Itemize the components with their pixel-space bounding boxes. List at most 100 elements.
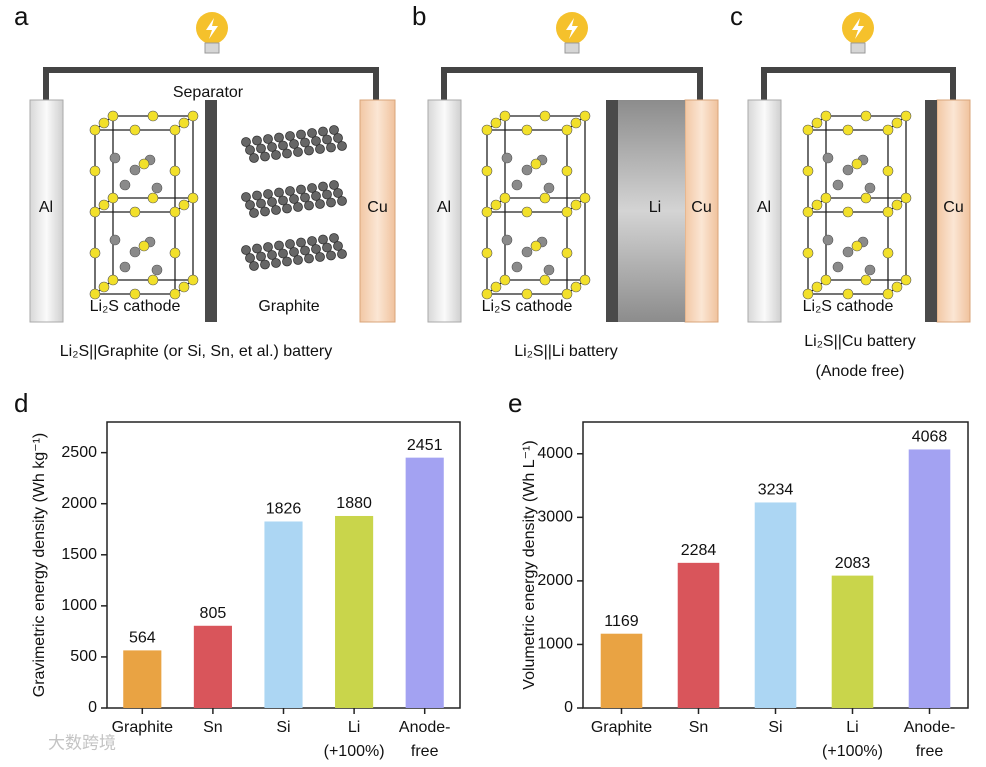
- atom: [481, 165, 493, 177]
- separator: [925, 100, 937, 322]
- carbon-atom: [282, 256, 292, 267]
- atom: [530, 158, 542, 170]
- y-tick-label: 500: [70, 648, 97, 665]
- atom: [89, 124, 101, 136]
- carbon-atom: [300, 245, 310, 256]
- carbon-atom: [245, 145, 255, 155]
- carbon-atom: [241, 245, 251, 255]
- y-tick-label: 1000: [537, 636, 573, 653]
- y-tick-label: 2000: [61, 495, 97, 512]
- y-axis-label: Gravimetric energy density (Wh kg⁻¹): [31, 433, 48, 698]
- panel-letter: c: [730, 1, 743, 31]
- atom: [882, 124, 894, 136]
- atom: [151, 264, 163, 276]
- atom: [178, 199, 190, 211]
- atom: [561, 165, 573, 177]
- x-tick-label: Graphite: [591, 719, 652, 736]
- carbon-atom: [326, 250, 336, 261]
- carbon-atom: [329, 233, 339, 243]
- atom: [129, 124, 141, 136]
- atom: [579, 110, 591, 122]
- carbon-atom: [311, 191, 321, 201]
- carbon-atom: [289, 194, 299, 204]
- y-tick-label: 2500: [61, 444, 97, 461]
- carbon-atom: [337, 249, 347, 259]
- atom: [98, 117, 110, 129]
- atom: [811, 199, 823, 211]
- carbon-atom: [256, 198, 266, 209]
- carbon-atom: [267, 142, 277, 152]
- carbon-atom: [315, 144, 325, 154]
- atom: [882, 206, 894, 218]
- carbon-atom: [263, 189, 273, 199]
- carbon-atom: [293, 202, 303, 212]
- atom: [98, 281, 110, 293]
- value-label: 805: [200, 605, 227, 622]
- carbon-atom: [285, 239, 295, 249]
- atom: [499, 274, 511, 286]
- carbon-atom: [252, 243, 262, 254]
- carbon-atom: [249, 261, 259, 271]
- bulb-base: [564, 42, 580, 54]
- carbon-atom: [296, 184, 306, 195]
- atom: [107, 110, 119, 122]
- y-tick-label: 2000: [537, 572, 573, 589]
- electrode-label: Al: [757, 199, 771, 216]
- atom: [490, 199, 502, 211]
- atom: [521, 124, 533, 136]
- x-tick-label: Li (+100%): [324, 719, 385, 760]
- carbon-atom: [318, 126, 328, 137]
- carbon-atom: [285, 131, 295, 141]
- value-label: 1826: [266, 501, 302, 518]
- panel-caption: Li₂S||Li battery: [514, 343, 617, 360]
- atom: [521, 164, 533, 176]
- carbon-atom: [274, 240, 284, 251]
- atom: [851, 240, 863, 252]
- watermark: 大数跨境: [48, 733, 116, 752]
- carbon-atom: [329, 125, 339, 135]
- atom: [832, 179, 844, 191]
- carbon-atom: [311, 136, 321, 146]
- atom: [570, 281, 582, 293]
- carbon-atom: [263, 242, 273, 252]
- carbon-atom: [267, 250, 277, 260]
- atom: [882, 247, 894, 259]
- atom: [89, 206, 101, 218]
- panel-letter: b: [412, 1, 426, 31]
- atom: [119, 179, 131, 191]
- atom: [169, 288, 181, 300]
- y-tick-label: 3000: [537, 509, 573, 526]
- atom: [864, 264, 876, 276]
- carbon-atom: [315, 199, 325, 209]
- bolt: [566, 18, 578, 39]
- cathode-label: Li₂S cathode: [90, 298, 181, 315]
- value-label: 564: [129, 630, 156, 647]
- atom: [119, 261, 131, 273]
- atom: [481, 288, 493, 300]
- atom: [187, 110, 199, 122]
- carbon-atom: [241, 137, 251, 147]
- x-tick-label: Sn: [203, 719, 223, 736]
- carbon-atom: [256, 143, 266, 154]
- carbon-atom: [245, 200, 255, 210]
- electrode-label: Cu: [367, 199, 387, 216]
- carbon-atom: [260, 259, 270, 270]
- atom: [501, 234, 513, 246]
- separator: [205, 100, 217, 322]
- y-tick-label: 1000: [61, 597, 97, 614]
- bar: [754, 502, 797, 708]
- atom: [109, 152, 121, 164]
- cu-electrode: [359, 99, 396, 323]
- atom: [820, 274, 832, 286]
- atom: [169, 165, 181, 177]
- carbon-atom: [322, 134, 332, 145]
- atom: [499, 192, 511, 204]
- bar: [123, 650, 162, 708]
- value-label: 2284: [681, 542, 717, 559]
- bulb-base: [204, 42, 220, 54]
- carbon-atom: [307, 183, 317, 193]
- panel-caption: Li₂S||Graphite (or Si, Sn, et al.) batte…: [60, 343, 332, 360]
- atom: [802, 288, 814, 300]
- atom: [499, 110, 511, 122]
- y-tick-label: 4000: [537, 445, 573, 462]
